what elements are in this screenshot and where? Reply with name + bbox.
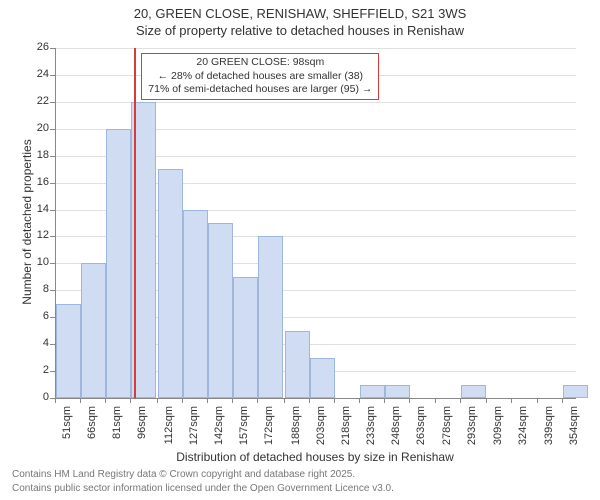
y-tick-mark	[50, 75, 55, 76]
histogram-bar	[258, 236, 283, 398]
x-tick-label: 278sqm	[441, 406, 453, 446]
y-tick-mark	[50, 183, 55, 184]
x-tick-mark	[105, 398, 106, 403]
x-tick-mark	[257, 398, 258, 403]
annotation-line: 71% of semi-detached houses are larger (…	[148, 83, 372, 96]
x-tick-mark	[157, 398, 158, 403]
x-tick-label: 127sqm	[188, 406, 200, 446]
x-tick-label: 157sqm	[238, 406, 250, 446]
y-tick-label: 8	[21, 283, 49, 295]
x-axis-label: Distribution of detached houses by size …	[55, 450, 575, 464]
marker-line	[134, 48, 136, 398]
x-tick-label: 51sqm	[61, 406, 73, 446]
histogram-bar	[285, 331, 310, 398]
histogram-bar	[385, 385, 410, 398]
x-tick-mark	[511, 398, 512, 403]
x-tick-mark	[537, 398, 538, 403]
y-tick-mark	[50, 371, 55, 372]
y-tick-mark	[50, 317, 55, 318]
x-tick-mark	[55, 398, 56, 403]
y-tick-label: 22	[21, 95, 49, 107]
x-tick-mark	[562, 398, 563, 403]
x-tick-mark	[435, 398, 436, 403]
histogram-bar	[563, 385, 588, 398]
histogram-bar	[81, 263, 106, 398]
x-tick-label: 339sqm	[543, 406, 555, 446]
x-tick-label: 188sqm	[290, 406, 302, 446]
histogram-bar	[360, 385, 385, 398]
x-tick-mark	[182, 398, 183, 403]
y-tick-label: 0	[21, 391, 49, 403]
chart-container: 20, GREEN CLOSE, RENISHAW, SHEFFIELD, S2…	[0, 0, 600, 500]
x-tick-mark	[80, 398, 81, 403]
title-block: 20, GREEN CLOSE, RENISHAW, SHEFFIELD, S2…	[0, 6, 600, 38]
x-tick-label: 309sqm	[492, 406, 504, 446]
y-tick-mark	[50, 48, 55, 49]
title-line1: 20, GREEN CLOSE, RENISHAW, SHEFFIELD, S2…	[0, 6, 600, 21]
footer-line2: Contains public sector information licen…	[12, 483, 394, 494]
title-line2: Size of property relative to detached ho…	[0, 23, 600, 38]
x-tick-mark	[409, 398, 410, 403]
histogram-bar	[158, 169, 183, 398]
y-tick-mark	[50, 129, 55, 130]
y-tick-mark	[50, 102, 55, 103]
histogram-bar	[56, 304, 81, 398]
y-tick-label: 12	[21, 229, 49, 241]
histogram-bar	[106, 129, 131, 398]
x-tick-label: 172sqm	[263, 406, 275, 446]
x-tick-label: 66sqm	[86, 406, 98, 446]
footer-line1: Contains HM Land Registry data © Crown c…	[12, 469, 355, 480]
x-tick-label: 96sqm	[136, 406, 148, 446]
histogram-bar	[208, 223, 233, 398]
histogram-bar	[461, 385, 486, 398]
y-tick-label: 10	[21, 256, 49, 268]
y-tick-label: 26	[21, 41, 49, 53]
x-tick-label: 233sqm	[365, 406, 377, 446]
x-tick-label: 354sqm	[568, 406, 580, 446]
x-tick-mark	[334, 398, 335, 403]
y-tick-label: 4	[21, 337, 49, 349]
histogram-bar	[233, 277, 258, 398]
x-tick-mark	[130, 398, 131, 403]
x-tick-mark	[207, 398, 208, 403]
x-tick-mark	[359, 398, 360, 403]
annotation-line: ← 28% of detached houses are smaller (38…	[148, 70, 372, 83]
x-tick-label: 263sqm	[415, 406, 427, 446]
y-tick-mark	[50, 344, 55, 345]
x-tick-label: 142sqm	[213, 406, 225, 446]
x-tick-label: 112sqm	[163, 406, 175, 446]
y-tick-mark	[50, 156, 55, 157]
x-tick-label: 218sqm	[340, 406, 352, 446]
y-tick-label: 16	[21, 176, 49, 188]
y-tick-label: 24	[21, 68, 49, 80]
y-tick-label: 14	[21, 203, 49, 215]
y-tick-label: 2	[21, 364, 49, 376]
y-tick-label: 18	[21, 149, 49, 161]
histogram-bar	[310, 358, 335, 398]
y-tick-mark	[50, 236, 55, 237]
annotation-box: 20 GREEN CLOSE: 98sqm← 28% of detached h…	[141, 53, 379, 99]
x-tick-label: 203sqm	[315, 406, 327, 446]
x-tick-mark	[284, 398, 285, 403]
histogram-bar	[183, 210, 208, 398]
y-tick-mark	[50, 290, 55, 291]
y-tick-label: 6	[21, 310, 49, 322]
x-tick-mark	[460, 398, 461, 403]
x-tick-mark	[232, 398, 233, 403]
x-tick-mark	[384, 398, 385, 403]
x-tick-mark	[486, 398, 487, 403]
x-tick-label: 324sqm	[517, 406, 529, 446]
plot-area: 20 GREEN CLOSE: 98sqm← 28% of detached h…	[55, 48, 576, 399]
x-tick-label: 248sqm	[390, 406, 402, 446]
y-tick-label: 20	[21, 122, 49, 134]
annotation-line: 20 GREEN CLOSE: 98sqm	[148, 56, 372, 69]
y-tick-mark	[50, 263, 55, 264]
x-tick-label: 81sqm	[111, 406, 123, 446]
x-tick-label: 293sqm	[466, 406, 478, 446]
x-tick-mark	[309, 398, 310, 403]
y-tick-mark	[50, 210, 55, 211]
